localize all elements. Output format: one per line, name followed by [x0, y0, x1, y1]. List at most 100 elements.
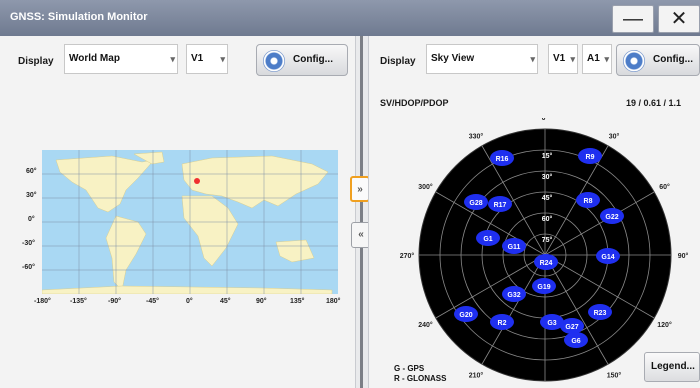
antenna-select[interactable]: A1 ▾ — [582, 44, 612, 74]
azimuth-label: 210° — [469, 372, 484, 380]
dop-label: SV/HDOP/PDOP — [380, 98, 449, 108]
satellite-marker[interactable]: R17 — [488, 196, 512, 212]
satellite-label: G1 — [483, 236, 492, 243]
gear-icon — [623, 50, 645, 72]
lat-label: -30° — [22, 240, 35, 247]
vehicle-select-value: V1 — [191, 53, 204, 64]
lon-label: 135° — [290, 298, 305, 305]
pane-splitter[interactable] — [360, 36, 363, 388]
display-select-value: Sky View — [431, 53, 475, 64]
satellite-label: G20 — [459, 312, 472, 319]
display-select-value: World Map — [69, 53, 120, 64]
azimuth-label: 60° — [659, 183, 670, 191]
display-label: Display — [18, 56, 54, 67]
elevation-label: 30° — [542, 173, 553, 181]
elevation-label: 60° — [542, 215, 553, 223]
azimuth-label: 330° — [469, 132, 484, 140]
chevron-down-icon: ▾ — [570, 54, 575, 64]
azimuth-spoke — [544, 191, 655, 256]
window-title: GNSS: Simulation Monitor — [10, 11, 148, 23]
satellite-marker[interactable]: R9 — [578, 148, 602, 164]
elevation-label: 75° — [542, 236, 553, 244]
satellite-marker[interactable]: G3 — [540, 314, 564, 330]
satellite-marker[interactable]: G20 — [454, 306, 478, 322]
azimuth-label: 300° — [418, 183, 433, 191]
satellite-label: R24 — [540, 260, 553, 267]
azimuth-spoke — [435, 191, 546, 256]
satellite-marker[interactable]: G19 — [532, 278, 556, 294]
satellite-label: R2 — [498, 320, 507, 327]
lon-label: 0° — [186, 298, 193, 305]
satellite-label: G14 — [601, 254, 614, 261]
satellite-label: R8 — [584, 198, 593, 205]
position-marker — [194, 178, 200, 184]
azimuth-label: 90° — [678, 252, 689, 260]
azimuth-label: 270° — [400, 252, 415, 260]
lon-label: -45° — [146, 298, 159, 305]
chevron-down-icon: ▾ — [170, 54, 175, 64]
config-button[interactable]: Config... — [616, 44, 700, 76]
display-select[interactable]: Sky View ▾ — [426, 44, 538, 74]
config-button[interactable]: Config... — [256, 44, 348, 76]
satellite-marker[interactable]: G27 — [560, 318, 584, 334]
lon-label: 180° — [326, 298, 341, 305]
lon-label: -90° — [108, 298, 121, 305]
legend-gps: G - GPS — [394, 364, 425, 373]
satellite-marker[interactable]: G28 — [464, 194, 488, 210]
display-select[interactable]: World Map ▾ — [64, 44, 178, 74]
lat-label: 30° — [26, 192, 37, 199]
satellite-label: G22 — [605, 214, 618, 221]
config-button-label: Config... — [653, 54, 693, 65]
chevron-down-icon: ▾ — [220, 54, 225, 64]
lat-label: 0° — [28, 216, 35, 223]
satellite-marker[interactable]: R8 — [576, 192, 600, 208]
azimuth-label: 120° — [657, 321, 672, 329]
chevron-down-icon: ▾ — [530, 54, 535, 64]
minimize-button[interactable]: — — [612, 5, 654, 33]
azimuth-spoke — [435, 254, 546, 319]
chevron-down-icon: ▾ — [604, 54, 609, 64]
azimuth-label: 150° — [607, 372, 622, 380]
satellite-marker[interactable]: G6 — [564, 332, 588, 348]
world-map[interactable] — [42, 150, 338, 294]
satellite-label: G27 — [565, 324, 578, 331]
satellite-label: G6 — [571, 338, 580, 345]
lat-label: -60° — [22, 264, 35, 271]
antenna-select-value: A1 — [587, 53, 600, 64]
gear-icon — [263, 50, 285, 72]
satellite-marker[interactable]: R16 — [490, 150, 514, 166]
vehicle-select[interactable]: V1 ▾ — [186, 44, 228, 74]
vehicle-select[interactable]: V1 ▾ — [548, 44, 578, 74]
legend-button[interactable]: Legend... — [644, 352, 700, 382]
satellite-label: R9 — [586, 154, 595, 161]
lon-label: -135° — [70, 298, 87, 305]
satellite-label: R17 — [494, 202, 507, 209]
satellite-marker[interactable]: R24 — [534, 254, 558, 270]
satellite-label: R23 — [594, 310, 607, 317]
display-label: Display — [380, 56, 416, 67]
legend-glonass: R - GLONASS — [394, 374, 447, 383]
close-button[interactable]: ✕ — [658, 5, 700, 33]
elevation-label: 15° — [542, 152, 553, 160]
satellite-marker[interactable]: G11 — [502, 238, 526, 254]
azimuth-label: 240° — [418, 321, 433, 329]
lat-label: 60° — [26, 168, 37, 175]
azimuth-spoke — [481, 145, 546, 256]
sky-plot[interactable]: 0°30°60°90°120°150°180°210°240°270°300°3… — [394, 118, 700, 388]
satellite-marker[interactable]: R23 — [588, 304, 612, 320]
satellite-marker[interactable]: R2 — [490, 314, 514, 330]
satellite-marker[interactable]: G22 — [600, 208, 624, 224]
satellite-marker[interactable]: G1 — [476, 230, 500, 246]
satellite-label: G28 — [469, 200, 482, 207]
vehicle-select-value: V1 — [553, 53, 566, 64]
azimuth-spoke — [544, 254, 609, 365]
expand-right-button[interactable]: » — [350, 176, 370, 202]
azimuth-spoke — [544, 254, 655, 319]
satellite-marker[interactable]: G32 — [502, 286, 526, 302]
dop-value: 19 / 0.61 / 1.1 — [626, 98, 682, 108]
satellite-marker[interactable]: G14 — [596, 248, 620, 264]
title-bar: GNSS: Simulation Monitor — ✕ — [0, 0, 700, 36]
azimuth-label: 0° — [542, 118, 549, 122]
satellite-label: G32 — [507, 292, 520, 299]
lon-label: 90° — [256, 298, 267, 305]
